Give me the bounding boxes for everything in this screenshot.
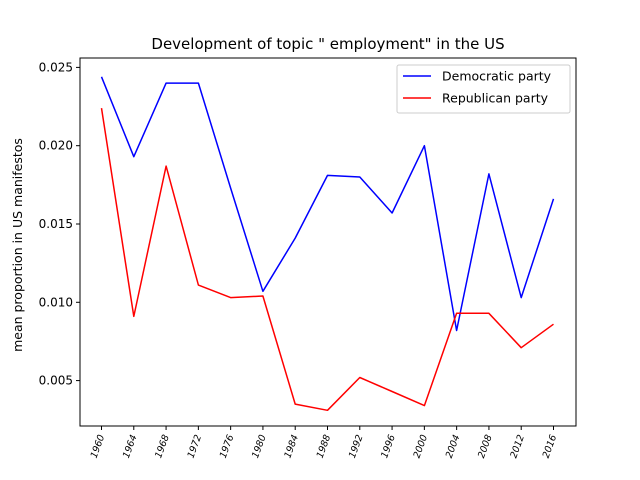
x-tick-label: 2016 [541, 433, 560, 459]
series-line-republican [100, 107, 554, 412]
legend-box [396, 64, 571, 114]
legend-label: Democratic party [442, 69, 552, 84]
x-tick-label: 1984 [282, 433, 301, 459]
y-tick-label: 0.015 [39, 217, 73, 231]
plot-frame [79, 57, 577, 427]
x-tick-label: 1996 [379, 433, 398, 459]
x-tick-label: 2004 [444, 433, 463, 459]
y-tick-label: 0.025 [39, 60, 73, 74]
y-tick-label: 0.005 [39, 374, 73, 388]
legend: Democratic party Republican party [396, 64, 571, 114]
x-tick-label: 1964 [121, 433, 140, 459]
x-tick-label: 1976 [218, 433, 237, 459]
x-tick-label: 1992 [347, 433, 366, 459]
series-line-democratic [100, 76, 555, 332]
x-tick-label: 1960 [89, 433, 108, 459]
y-tick-label: 0.010 [39, 295, 73, 309]
x-tick-label: 2000 [412, 433, 431, 459]
x-tick-label: 1980 [250, 433, 269, 459]
x-tick-label: 2008 [476, 433, 495, 459]
legend-label: Republican party [442, 91, 549, 106]
x-tick-label: 2012 [508, 433, 527, 459]
y-tick-label: 0.020 [39, 139, 73, 153]
x-tick-label: 1968 [153, 433, 172, 459]
chart-title: Development of topic " employment" in th… [151, 35, 504, 53]
x-tick-label: 1988 [315, 433, 334, 459]
y-axis-label: mean proportion in US manifestos [10, 138, 25, 352]
x-tick-label: 1972 [186, 433, 205, 459]
